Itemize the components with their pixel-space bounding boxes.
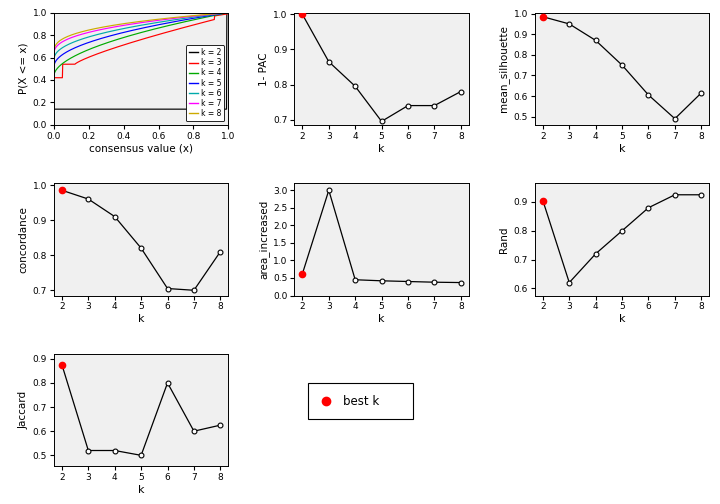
X-axis label: k: k [618, 314, 626, 324]
Y-axis label: area_increased: area_increased [258, 200, 269, 279]
Legend: k = 2, k = 3, k = 4, k = 5, k = 6, k = 7, k = 8: k = 2, k = 3, k = 4, k = 5, k = 6, k = 7… [186, 45, 225, 121]
Y-axis label: mean_silhouette: mean_silhouette [498, 25, 510, 112]
X-axis label: k: k [618, 144, 626, 154]
Y-axis label: P(X <= x): P(X <= x) [19, 43, 29, 94]
Y-axis label: Rand: Rand [500, 226, 510, 253]
Y-axis label: 1- PAC: 1- PAC [259, 52, 269, 86]
X-axis label: k: k [378, 144, 385, 154]
X-axis label: k: k [138, 314, 145, 324]
Text: best k: best k [343, 395, 379, 408]
Y-axis label: concordance: concordance [19, 206, 29, 273]
X-axis label: k: k [378, 314, 385, 324]
X-axis label: consensus value (x): consensus value (x) [89, 144, 193, 154]
X-axis label: k: k [138, 485, 145, 495]
Y-axis label: Jaccard: Jaccard [19, 391, 29, 429]
